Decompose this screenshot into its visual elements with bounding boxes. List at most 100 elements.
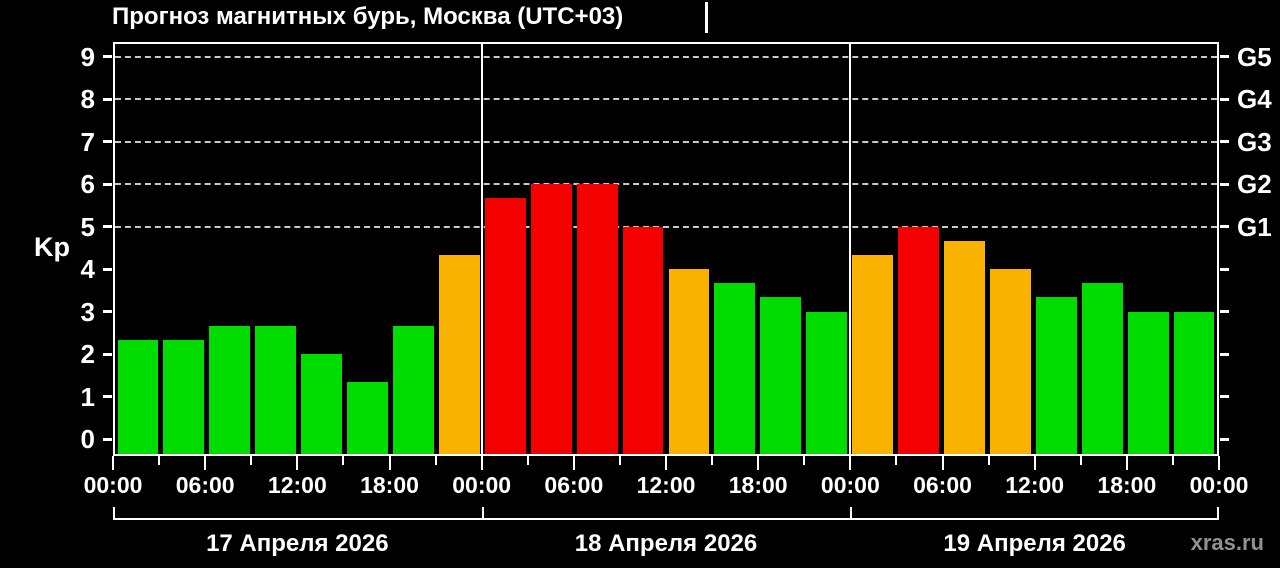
y-axis-tick	[103, 267, 112, 271]
y-axis-tick-label: 0	[80, 424, 95, 454]
gridline-kp6	[115, 183, 1217, 185]
kp-bar	[163, 339, 205, 454]
kp-bar	[1035, 297, 1077, 454]
x-axis-tick	[711, 456, 714, 465]
right-axis-tick	[1220, 97, 1229, 101]
date-bracket-tick	[481, 507, 484, 520]
x-axis-tick	[342, 456, 345, 465]
right-axis-tick	[1220, 395, 1229, 398]
g-scale-label: G4	[1237, 84, 1272, 114]
gridline-kp5	[115, 225, 1217, 228]
right-axis-tick	[1220, 267, 1229, 271]
x-axis-time-label: 00:00	[83, 472, 143, 498]
kp-bar	[484, 198, 526, 454]
x-axis-time-label: 00:00	[452, 472, 512, 498]
y-axis-tick-label: 5	[80, 211, 95, 242]
x-axis-time-label: 18:00	[728, 472, 788, 498]
x-axis-tick	[112, 456, 114, 470]
date-label: 19 Апреля 2026	[943, 530, 1126, 557]
kp-bar	[806, 311, 848, 454]
x-axis-tick	[1033, 456, 1036, 470]
y-axis-tick-label: 3	[80, 296, 95, 327]
x-axis-tick	[895, 456, 898, 465]
g-scale-label: G1	[1237, 211, 1272, 242]
x-axis-tick	[1218, 456, 1220, 470]
x-axis-tick	[526, 456, 529, 465]
x-axis-time-label: 06:00	[175, 472, 235, 498]
kp-bar	[898, 226, 939, 454]
x-axis-tick	[849, 456, 852, 470]
y-axis-tick-label: 7	[80, 126, 95, 157]
kp-bar	[760, 297, 802, 454]
kp-bar	[1127, 311, 1169, 454]
x-axis-time-label: 06:00	[913, 472, 972, 498]
y-axis-tick-label: 6	[80, 169, 95, 199]
y-axis-tick	[103, 437, 112, 441]
x-axis-tick	[618, 456, 621, 465]
x-axis-tick	[158, 456, 161, 465]
date-bracket-tick	[113, 507, 115, 520]
y-axis-tick	[103, 55, 112, 58]
kp-bar	[944, 240, 985, 454]
kp-bar	[1173, 311, 1215, 454]
x-axis-tick	[434, 456, 437, 465]
x-axis-tick	[665, 456, 667, 470]
x-axis-time-label: 12:00	[1005, 472, 1065, 498]
y-axis-tick	[103, 352, 112, 356]
y-axis-label: Kp	[34, 232, 70, 262]
y-axis-tick-label: 2	[80, 339, 95, 369]
title-cursor-bar	[705, 2, 708, 33]
y-axis-tick	[103, 97, 112, 101]
y-axis-tick-label: 9	[80, 41, 95, 72]
x-axis-tick	[987, 456, 990, 465]
x-axis-tick	[941, 456, 944, 470]
kp-bar	[438, 254, 480, 454]
x-axis-time-label: 00:00	[820, 472, 880, 498]
kp-bar	[989, 269, 1031, 454]
right-axis-tick	[1220, 437, 1229, 441]
kp-bar	[117, 339, 159, 454]
y-axis-tick	[103, 140, 112, 143]
kp-bar	[622, 226, 664, 454]
kp-bar	[576, 184, 618, 454]
x-axis-time-label: 12:00	[267, 472, 327, 498]
y-axis-tick	[103, 182, 112, 186]
x-axis-tick	[1079, 456, 1082, 465]
day-separator	[848, 44, 851, 454]
kp-bar	[347, 382, 388, 454]
kp-bar	[209, 325, 251, 454]
right-axis-tick	[1220, 310, 1229, 313]
right-axis-tick	[1220, 352, 1229, 356]
kp-bar	[393, 325, 434, 454]
right-axis-tick	[1220, 182, 1229, 186]
x-axis-tick	[388, 456, 391, 470]
gridline-kp7	[115, 140, 1217, 143]
x-axis-tick	[250, 456, 253, 465]
kp-bar	[301, 354, 343, 454]
x-axis-tick	[480, 456, 483, 470]
kp-bar	[255, 325, 297, 454]
date-label: 18 Апреля 2026	[574, 530, 758, 557]
y-axis-tick	[103, 395, 112, 398]
date-bracket-tick	[1217, 507, 1219, 520]
right-axis-tick	[1220, 140, 1229, 143]
x-axis-tick	[803, 456, 806, 465]
day-separator	[481, 44, 484, 454]
x-axis-time-label: 18:00	[1097, 472, 1157, 498]
kp-bar	[668, 269, 710, 454]
x-axis-tick	[757, 456, 760, 470]
y-axis-tick-label: 1	[80, 381, 95, 412]
y-axis-tick-label: 4	[80, 254, 95, 284]
date-bracket-line	[113, 518, 1219, 520]
g-scale-label: G5	[1237, 41, 1272, 72]
gridline-kp8	[115, 98, 1217, 100]
g-scale-label: G3	[1237, 126, 1272, 157]
x-axis-tick	[1125, 456, 1128, 470]
kp-bar	[1081, 283, 1123, 454]
kp-bar	[714, 283, 756, 454]
y-axis-tick-label: 8	[80, 84, 95, 114]
x-axis-time-label: 06:00	[544, 472, 604, 498]
kp-bar	[530, 184, 572, 454]
watermark: xras.ru	[1190, 530, 1264, 555]
plot-area	[113, 42, 1219, 456]
